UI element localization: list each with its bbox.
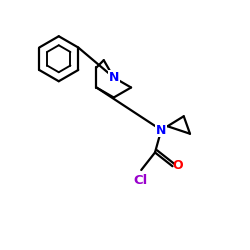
Text: N: N xyxy=(156,124,166,136)
Text: N: N xyxy=(108,71,119,84)
Text: Cl: Cl xyxy=(133,174,147,187)
Text: O: O xyxy=(173,159,183,172)
